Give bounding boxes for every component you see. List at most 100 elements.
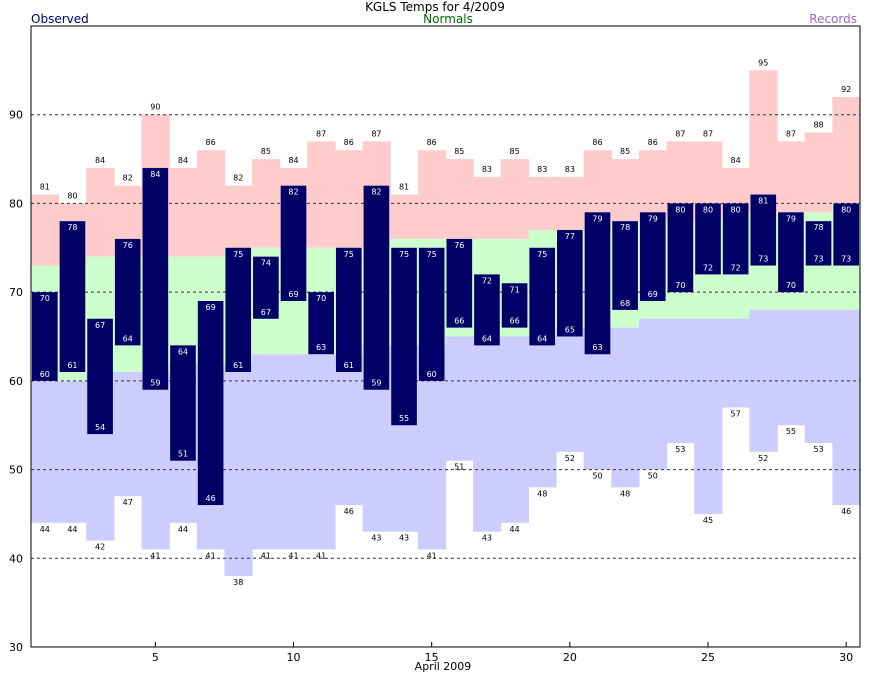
observed-low-label: 60 — [40, 370, 50, 379]
record-high-label: 90 — [150, 103, 160, 112]
record-low-band — [694, 318, 723, 514]
record-low-band — [611, 327, 640, 488]
chart-title: KGLS Temps for 4/2009 — [365, 0, 505, 14]
record-high-label: 84 — [95, 156, 105, 165]
observed-low-label: 73 — [758, 255, 768, 264]
record-high-label: 86 — [427, 138, 437, 147]
record-high-label: 86 — [592, 138, 602, 147]
observed-high-label: 74 — [261, 259, 271, 268]
observed-high-label: 75 — [399, 250, 409, 259]
record-high-label: 82 — [123, 174, 133, 183]
record-high-label: 85 — [509, 147, 519, 156]
observed-low-label: 64 — [123, 334, 133, 343]
y-tick-label: 90 — [9, 109, 23, 122]
observed-low-label: 67 — [261, 308, 271, 317]
record-low-band — [31, 380, 60, 523]
observed-high-label: 79 — [592, 214, 602, 223]
observed-high-label: 80 — [675, 205, 685, 214]
observed-low-label: 72 — [703, 263, 713, 272]
observed-high-label: 84 — [150, 170, 160, 179]
record-low-band — [777, 309, 806, 426]
x-tick-label: 30 — [839, 651, 853, 664]
record-low-label: 43 — [482, 534, 492, 543]
record-high-label: 86 — [206, 138, 216, 147]
observed-low-label: 61 — [67, 361, 77, 370]
observed-high-label: 80 — [841, 205, 851, 214]
x-tick-label: 5 — [152, 651, 159, 664]
record-high-band — [31, 194, 60, 266]
record-low-label: 44 — [178, 525, 188, 534]
record-low-label: 41 — [150, 551, 160, 560]
record-high-label: 83 — [482, 165, 492, 174]
observed-bar — [778, 212, 804, 293]
x-tick-label: 20 — [563, 651, 577, 664]
record-high-label: 86 — [648, 138, 658, 147]
record-high-label: 87 — [316, 129, 326, 138]
observed-bars — [32, 167, 859, 506]
record-high-label: 81 — [40, 183, 50, 192]
observed-high-label: 78 — [67, 223, 77, 232]
observed-low-label: 69 — [288, 290, 298, 299]
observed-bar — [308, 292, 334, 355]
record-low-label: 52 — [758, 454, 768, 463]
observed-low-label: 68 — [620, 299, 630, 308]
record-high-band — [832, 96, 861, 204]
observed-bar — [501, 283, 528, 328]
observed-low-label: 55 — [399, 414, 409, 423]
record-high-band — [638, 150, 668, 222]
record-low-label: 41 — [206, 551, 216, 560]
record-high-label: 85 — [620, 147, 630, 156]
record-low-label: 44 — [509, 525, 519, 534]
observed-high-label: 69 — [206, 303, 216, 312]
record-high-label: 85 — [261, 147, 271, 156]
y-tick-label: 70 — [9, 286, 23, 299]
record-high-band — [473, 176, 502, 239]
observed-low-label: 64 — [537, 334, 547, 343]
record-high-band — [307, 141, 336, 248]
record-low-band — [252, 354, 281, 550]
observed-high-label: 78 — [620, 223, 630, 232]
observed-bar — [667, 203, 694, 293]
record-low-label: 52 — [565, 454, 575, 463]
observed-low-label: 63 — [316, 343, 326, 352]
gridlines — [31, 114, 860, 559]
record-low-band — [500, 336, 529, 523]
record-low-label: 47 — [123, 498, 133, 507]
observed-bar — [225, 247, 252, 372]
observed-high-label: 78 — [813, 223, 823, 232]
y-tick-label: 80 — [9, 197, 23, 210]
normals-legend-label: Normals — [423, 12, 473, 26]
record-low-label: 48 — [620, 489, 630, 498]
observed-bar — [114, 238, 141, 346]
record-low-label: 42 — [95, 543, 105, 552]
record-high-label: 88 — [813, 120, 823, 129]
observed-high-label: 80 — [703, 205, 713, 214]
observed-high-label: 82 — [288, 188, 298, 197]
record-low-band — [528, 336, 557, 488]
record-low-label: 48 — [537, 489, 547, 498]
record-high-band — [417, 150, 447, 239]
observed-low-label: 70 — [675, 281, 685, 290]
record-low-band — [307, 354, 336, 550]
observed-high-label: 64 — [178, 347, 188, 356]
observed-low-label: 63 — [592, 343, 602, 352]
observed-low-label: 64 — [482, 334, 492, 343]
record-low-label: 43 — [399, 534, 409, 543]
y-tick-label: 30 — [9, 641, 23, 654]
record-low-label: 44 — [40, 525, 50, 534]
record-high-label: 85 — [454, 147, 464, 156]
observed-low-label: 73 — [813, 255, 823, 264]
observed-low-label: 59 — [150, 379, 160, 388]
observed-high-label: 77 — [565, 232, 575, 241]
observed-bar — [59, 221, 86, 372]
record-low-label: 41 — [427, 551, 437, 560]
record-low-label: 41 — [261, 551, 271, 560]
record-high-label: 87 — [703, 129, 713, 138]
record-high-label: 86 — [344, 138, 354, 147]
observed-low-label: 46 — [206, 494, 216, 503]
observed-bar — [639, 212, 666, 302]
observed-bar — [418, 247, 445, 381]
observed-high-label: 67 — [95, 321, 105, 330]
record-high-band — [777, 141, 806, 213]
observed-high-label: 82 — [371, 188, 381, 197]
